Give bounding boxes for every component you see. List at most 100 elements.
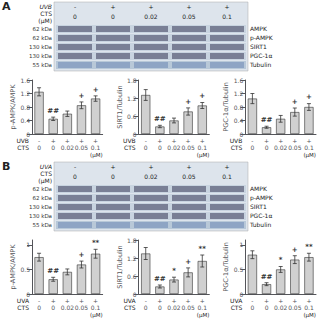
svg-text:UVB: UVB <box>230 137 243 144</box>
svg-text:+: + <box>292 98 298 106</box>
svg-text:+: + <box>186 3 191 10</box>
svg-text:0.1: 0.1 <box>304 144 314 151</box>
svg-text:0.02: 0.02 <box>144 13 158 20</box>
svg-text:+: + <box>224 163 229 170</box>
svg-text:1.2: 1.2 <box>127 95 137 102</box>
svg-text:+: + <box>157 137 162 144</box>
svg-text:-: - <box>38 297 40 304</box>
svg-text:PGC-1α: PGC-1α <box>250 52 272 59</box>
svg-text:+: + <box>79 251 85 259</box>
svg-text:0.1: 0.1 <box>91 304 101 311</box>
svg-text:0: 0 <box>144 304 148 311</box>
svg-text:0.02: 0.02 <box>61 304 75 311</box>
svg-text:0.02: 0.02 <box>144 173 158 180</box>
svg-text:+: + <box>186 297 191 304</box>
svg-text:1.2: 1.2 <box>127 255 137 262</box>
svg-text:0.4: 0.4 <box>234 117 244 124</box>
svg-text:+: + <box>185 258 191 266</box>
svg-text:+: + <box>186 137 191 144</box>
svg-text:(μM): (μM) <box>303 152 316 159</box>
svg-text:p-AMPK/AMPK: p-AMPK/AMPK <box>9 244 17 290</box>
svg-text:0: 0 <box>158 304 162 311</box>
svg-text:1: 1 <box>26 241 30 248</box>
svg-text:+: + <box>51 137 56 144</box>
svg-text:0.1: 0.1 <box>304 304 314 311</box>
svg-text:0.1: 0.1 <box>197 304 207 311</box>
svg-text:0: 0 <box>73 173 77 180</box>
svg-text:0.8: 0.8 <box>20 104 30 111</box>
svg-text:+: + <box>264 297 269 304</box>
svg-text:CTS: CTS <box>17 144 29 151</box>
svg-text:+: + <box>65 297 70 304</box>
svg-text:0.02: 0.02 <box>167 304 181 311</box>
svg-text:Tubulin: Tubulin <box>249 221 272 228</box>
svg-text:130 kDa: 130 kDa <box>29 44 52 50</box>
svg-text:+: + <box>185 98 191 106</box>
svg-text:0: 0 <box>111 13 115 20</box>
svg-text:(μM): (μM) <box>38 17 52 25</box>
svg-text:0.8: 0.8 <box>234 104 244 111</box>
svg-text:A: A <box>2 0 11 13</box>
svg-text:SIRT1/Tubulin: SIRT1/Tubulin <box>116 245 124 288</box>
svg-text:0: 0 <box>111 173 115 180</box>
svg-text:UVA: UVA <box>123 297 136 304</box>
svg-text:+: + <box>264 137 269 144</box>
svg-text:+: + <box>186 163 191 170</box>
svg-text:SIRT1: SIRT1 <box>250 43 267 50</box>
svg-text:+: + <box>79 137 84 144</box>
svg-text:##: ## <box>261 273 273 281</box>
svg-text:(μM): (μM) <box>38 177 52 185</box>
svg-text:UVB: UVB <box>123 137 136 144</box>
svg-text:55 kDa: 55 kDa <box>32 62 52 68</box>
svg-text:0.1: 0.1 <box>222 13 232 20</box>
svg-text:+: + <box>79 92 85 100</box>
svg-text:0.05: 0.05 <box>75 304 89 311</box>
svg-text:0.05: 0.05 <box>181 304 195 311</box>
svg-text:+: + <box>93 297 98 304</box>
svg-text:0: 0 <box>37 144 41 151</box>
svg-text:SIRT1: SIRT1 <box>250 203 267 210</box>
svg-text:+: + <box>224 3 229 10</box>
svg-text:1.6: 1.6 <box>234 77 244 84</box>
svg-text:1.2: 1.2 <box>20 90 30 97</box>
svg-text:*: * <box>279 256 283 264</box>
svg-text:p-AMPK/AMPK: p-AMPK/AMPK <box>9 84 17 130</box>
svg-text:130 kDa: 130 kDa <box>29 213 52 219</box>
svg-text:*: * <box>172 267 176 275</box>
svg-text:PGC-1α/Tubulin: PGC-1α/Tubulin <box>222 82 230 132</box>
svg-text:130 kDa: 130 kDa <box>29 53 52 59</box>
svg-text:0.4: 0.4 <box>20 117 30 124</box>
svg-text:0.05: 0.05 <box>182 13 196 20</box>
svg-text:0.5: 0.5 <box>20 266 30 273</box>
svg-text:CTS: CTS <box>124 144 136 151</box>
svg-text:1.6: 1.6 <box>20 77 30 84</box>
svg-text:CTS: CTS <box>124 304 136 311</box>
svg-text:**: ** <box>92 239 100 247</box>
svg-text:+: + <box>110 163 115 170</box>
svg-text:SIRT1/Tubulin: SIRT1/Tubulin <box>116 85 124 128</box>
svg-text:##: ## <box>154 275 166 283</box>
svg-text:+: + <box>200 297 205 304</box>
svg-text:CTS: CTS <box>40 170 52 177</box>
svg-text:UVA: UVA <box>17 297 30 304</box>
svg-text:AMPK: AMPK <box>250 25 268 32</box>
svg-text:0: 0 <box>73 13 77 20</box>
svg-text:-: - <box>251 297 253 304</box>
svg-text:+: + <box>157 297 162 304</box>
svg-text:##: ## <box>261 116 273 124</box>
svg-text:0: 0 <box>51 304 55 311</box>
svg-text:CTS: CTS <box>231 304 243 311</box>
svg-text:-: - <box>74 3 76 10</box>
svg-text:UVA: UVA <box>230 297 243 304</box>
svg-text:0.6: 0.6 <box>127 273 137 280</box>
svg-text:0.05: 0.05 <box>288 144 302 151</box>
svg-text:##: ## <box>47 267 59 275</box>
svg-text:**: ** <box>305 243 313 251</box>
svg-text:+: + <box>79 297 84 304</box>
svg-text:1: 1 <box>240 241 244 248</box>
svg-text:0.1: 0.1 <box>222 173 232 180</box>
svg-text:1.8: 1.8 <box>127 77 137 84</box>
svg-text:CTS: CTS <box>17 304 29 311</box>
svg-text:0: 0 <box>265 304 269 311</box>
svg-text:**: ** <box>199 245 207 253</box>
